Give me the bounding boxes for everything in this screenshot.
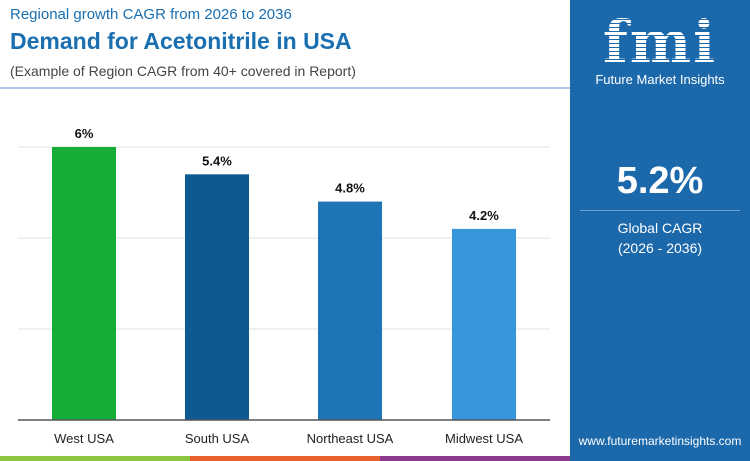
- strip-green: [0, 456, 190, 461]
- x-tick-label: South USA: [185, 431, 250, 446]
- chart-title: Demand for Acetonitrile in USA: [10, 28, 352, 54]
- bar-chart: 6% West USA 5.4% South USA 4.8% Northeast USA…: [18, 126, 550, 446]
- data-label: 4.2%: [469, 208, 499, 223]
- bar-midwest-usa: [452, 228, 516, 420]
- x-tick-label: West USA: [54, 431, 114, 446]
- fmi-logo: fmi: [570, 8, 750, 76]
- chart-note: (Example of Region CAGR from 40+ covered…: [10, 63, 356, 79]
- logo-text: Future Market Insights: [595, 72, 725, 87]
- x-tick-label: Midwest USA: [445, 431, 523, 446]
- header-divider: [0, 87, 570, 89]
- data-label: 4.8%: [335, 181, 365, 196]
- side-panel: fmi Future Market Insights 5.2% Global C…: [570, 0, 750, 461]
- bar-west-usa: [52, 147, 116, 420]
- data-label: 5.4%: [202, 153, 232, 168]
- x-tick-label: Northeast USA: [307, 431, 394, 446]
- strip-orange: [190, 456, 380, 461]
- global-cagr-value: 5.2%: [616, 160, 704, 202]
- website-link[interactable]: www.futuremarketinsights.com: [578, 434, 742, 448]
- strip-purple: [380, 456, 570, 461]
- global-cagr-label: Global CAGR: [617, 220, 703, 236]
- panel-divider: [580, 210, 740, 211]
- global-cagr-period: (2026 - 2036): [617, 240, 703, 256]
- bar-south-usa: [185, 174, 249, 420]
- chart-subtitle: Regional growth CAGR from 2026 to 2036: [10, 6, 292, 23]
- data-label: 6%: [75, 126, 94, 141]
- bar-northeast-usa: [318, 201, 382, 420]
- global-cagr-block: Global CAGR (2026 - 2036): [570, 218, 750, 258]
